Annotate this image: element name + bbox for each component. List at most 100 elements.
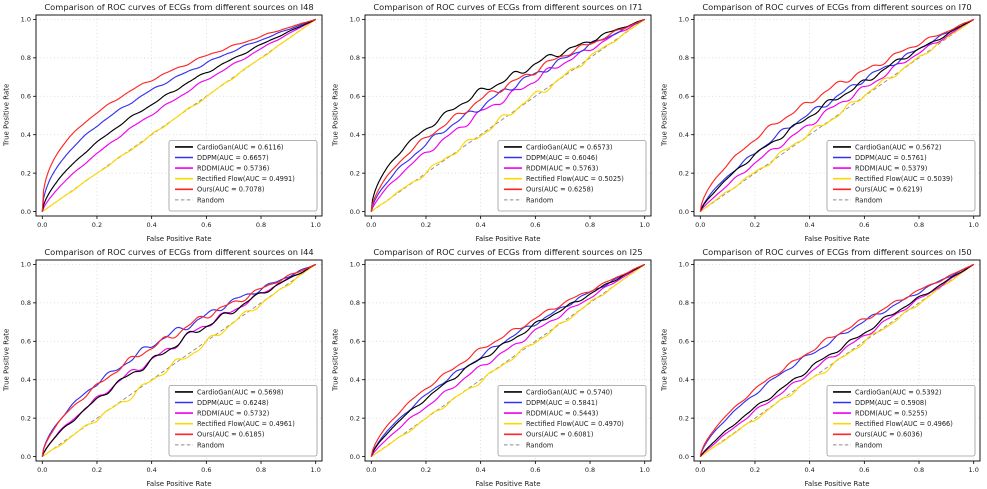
x-tick-label: 1.0 bbox=[969, 221, 979, 229]
y-tick-label: 1.0 bbox=[679, 261, 689, 269]
y-tick-label: 0.8 bbox=[21, 299, 31, 307]
roc-curve-ours bbox=[370, 263, 645, 457]
legend-label-ours: Ours(AUC = 0.6185) bbox=[197, 431, 264, 439]
roc-curve-cardiogan bbox=[699, 263, 975, 457]
legend-label-rectified-flow: Rectified Flow(AUC = 0.5039) bbox=[855, 175, 953, 183]
legend-label-random: Random bbox=[855, 196, 882, 204]
roc-plot-svg: 0.0 0.2 0.4 0.6 0.8 1.0 0.0 0.2 0.4 0.6 0.8 1.0 Card… bbox=[679, 14, 981, 229]
legend-label-ddpm: DDPM(AUC = 0.5841) bbox=[526, 399, 598, 407]
y-tick-label: 0.4 bbox=[679, 131, 689, 139]
roc-chart-i71: Comparison of ROC curves of ECGs from di… bbox=[329, 0, 658, 244]
x-tick-label: 0.6 bbox=[859, 466, 869, 474]
y-tick-label: 0.4 bbox=[679, 376, 689, 384]
legend-label-rectified-flow: Rectified Flow(AUC = 0.5025) bbox=[526, 175, 624, 183]
roc-curve-random bbox=[700, 19, 974, 212]
roc-chart-i50: Comparison of ROC curves of ECGs from di… bbox=[658, 245, 987, 489]
roc-plot-svg: 0.0 0.2 0.4 0.6 0.8 1.0 0.0 0.2 0.4 0.6 0.8 1.0 Card… bbox=[350, 259, 652, 474]
y-tick-label: 0.8 bbox=[679, 54, 689, 62]
y-tick-label: 0.2 bbox=[21, 169, 31, 177]
x-tick-label: 0.4 bbox=[146, 466, 156, 474]
x-tick-label: 0.4 bbox=[146, 221, 156, 229]
y-tick-label: 0.0 bbox=[350, 208, 360, 216]
legend: CardioGan(AUC = 0.5672) DDPM(AUC = 0.5761… bbox=[826, 139, 976, 212]
y-tick-label: 0.6 bbox=[679, 337, 689, 345]
chart-title: Comparison of ROC curves of ECGs from di… bbox=[44, 247, 314, 257]
y-tick-label: 0.2 bbox=[679, 414, 689, 422]
x-tick-label: 0.0 bbox=[695, 221, 705, 229]
y-tick-label: 1.0 bbox=[21, 16, 31, 24]
roc-curve-ddpm bbox=[41, 263, 316, 457]
legend-label-rectified-flow: Rectified Flow(AUC = 0.4961) bbox=[197, 420, 295, 428]
axes-frame bbox=[35, 14, 323, 217]
y-tick-label: 0.6 bbox=[350, 92, 360, 100]
roc-curve-ddpm bbox=[41, 18, 316, 212]
legend-label-ddpm: DDPM(AUC = 0.6657) bbox=[197, 154, 269, 162]
legend-label-rddm: RDDM(AUC = 0.5443) bbox=[526, 410, 598, 418]
x-axis: 0.0 0.2 0.4 0.6 0.8 1.0 bbox=[366, 461, 650, 474]
legend-label-cardiogan: CardioGan(AUC = 0.5740) bbox=[526, 388, 613, 396]
legend-label-ours: Ours(AUC = 0.6036) bbox=[855, 431, 922, 439]
x-tick-label: 0.0 bbox=[37, 221, 47, 229]
roc-curve-rddm bbox=[699, 18, 975, 212]
x-tick-label: 0.6 bbox=[201, 466, 211, 474]
roc-curve-ours bbox=[41, 18, 316, 212]
legend-label-ours: Ours(AUC = 0.6258) bbox=[526, 186, 593, 194]
y-axis: 0.0 0.2 0.4 0.6 0.8 1.0 bbox=[679, 16, 694, 216]
y-tick-label: 0.2 bbox=[350, 169, 360, 177]
legend-label-cardiogan: CardioGan(AUC = 0.5392) bbox=[855, 388, 942, 396]
curves bbox=[41, 18, 317, 213]
legend-label-random: Random bbox=[526, 441, 553, 449]
y-tick-label: 0.0 bbox=[21, 208, 31, 216]
x-axis-label: False Positive Rate bbox=[804, 480, 870, 488]
legend: CardioGan(AUC = 0.5740) DDPM(AUC = 0.5841… bbox=[497, 384, 647, 457]
axes-frame bbox=[693, 14, 981, 217]
y-tick-label: 0.8 bbox=[350, 54, 360, 62]
x-tick-label: 0.0 bbox=[695, 466, 705, 474]
legend: CardioGan(AUC = 0.6116) DDPM(AUC = 0.6657… bbox=[168, 139, 318, 212]
y-tick-label: 0.0 bbox=[679, 208, 689, 216]
roc-curve-cardiogan bbox=[370, 263, 645, 457]
x-axis: 0.0 0.2 0.4 0.6 0.8 1.0 bbox=[37, 461, 321, 474]
roc-chart-i25: Comparison of ROC curves of ECGs from di… bbox=[329, 245, 658, 489]
y-tick-label: 0.8 bbox=[350, 299, 360, 307]
y-axis: 0.0 0.2 0.4 0.6 0.8 1.0 bbox=[679, 261, 694, 461]
y-tick-label: 0.8 bbox=[21, 54, 31, 62]
y-axis: 0.0 0.2 0.4 0.6 0.8 1.0 bbox=[350, 261, 365, 461]
legend: CardioGan(AUC = 0.5698) DDPM(AUC = 0.6248… bbox=[168, 384, 318, 457]
legend-label-rectified-flow: Rectified Flow(AUC = 0.4991) bbox=[197, 175, 295, 183]
x-tick-label: 0.8 bbox=[585, 221, 595, 229]
y-tick-label: 0.4 bbox=[350, 131, 360, 139]
roc-curve-ours bbox=[41, 263, 316, 457]
x-axis-label: False Positive Rate bbox=[804, 235, 870, 243]
roc-curve-rddm bbox=[370, 18, 645, 212]
x-tick-label: 0.2 bbox=[421, 221, 431, 229]
y-tick-label: 0.6 bbox=[21, 92, 31, 100]
y-tick-label: 0.2 bbox=[679, 169, 689, 177]
x-tick-label: 1.0 bbox=[311, 221, 321, 229]
y-tick-label: 0.0 bbox=[679, 453, 689, 461]
y-tick-label: 1.0 bbox=[679, 16, 689, 24]
roc-curve-rectified-flow bbox=[41, 18, 317, 213]
curves bbox=[370, 263, 646, 458]
x-tick-label: 0.2 bbox=[750, 221, 760, 229]
roc-curve-rddm bbox=[370, 263, 645, 457]
roc-curve-rddm bbox=[699, 263, 975, 457]
x-tick-label: 0.8 bbox=[914, 221, 924, 229]
x-tick-label: 0.8 bbox=[914, 466, 924, 474]
roc-curve-cardiogan bbox=[41, 263, 316, 457]
roc-curve-rectified-flow bbox=[370, 263, 646, 458]
roc-curve-rectified-flow bbox=[699, 18, 975, 213]
y-tick-label: 1.0 bbox=[350, 261, 360, 269]
y-tick-label: 0.0 bbox=[21, 453, 31, 461]
x-tick-label: 0.2 bbox=[750, 466, 760, 474]
x-axis-label: False Positive Rate bbox=[146, 235, 212, 243]
roc-curve-cardiogan bbox=[41, 18, 316, 212]
legend-label-ours: Ours(AUC = 0.6081) bbox=[526, 431, 593, 439]
roc-plot-svg: 0.0 0.2 0.4 0.6 0.8 1.0 0.0 0.2 0.4 0.6 0.8 1.0 Card… bbox=[350, 14, 652, 229]
legend-label-rddm: RDDM(AUC = 0.5736) bbox=[197, 165, 269, 173]
y-axis: 0.0 0.2 0.4 0.6 0.8 1.0 bbox=[21, 16, 36, 216]
y-tick-label: 0.4 bbox=[350, 376, 360, 384]
roc-curve-rectified-flow bbox=[41, 263, 317, 458]
y-tick-label: 0.6 bbox=[679, 92, 689, 100]
legend-label-ddpm: DDPM(AUC = 0.6046) bbox=[526, 154, 598, 162]
